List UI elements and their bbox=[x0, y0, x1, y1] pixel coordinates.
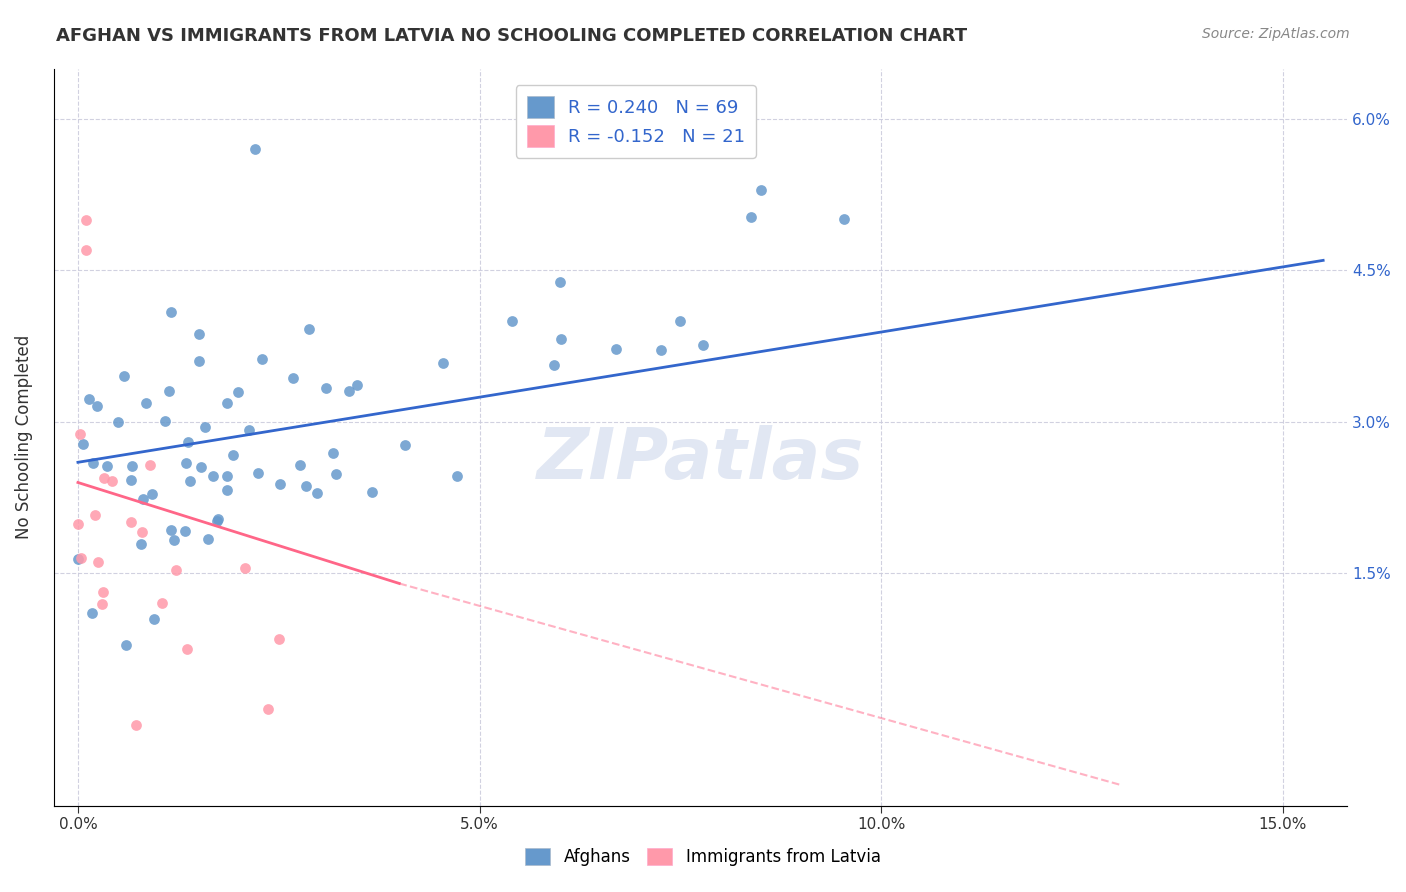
Point bbox=[692, 337, 714, 351]
Point bbox=[215, 483, 238, 497]
Point bbox=[501, 314, 523, 328]
Point bbox=[131, 525, 153, 540]
Point bbox=[115, 638, 138, 652]
Point bbox=[207, 512, 229, 526]
Point bbox=[235, 561, 257, 575]
Point bbox=[315, 381, 337, 395]
Point bbox=[112, 369, 135, 384]
Point bbox=[243, 142, 266, 156]
Point bbox=[217, 396, 239, 410]
Point bbox=[187, 327, 209, 342]
Point bbox=[325, 467, 347, 482]
Point bbox=[749, 183, 772, 197]
Point bbox=[288, 458, 311, 472]
Point bbox=[120, 516, 142, 530]
Point bbox=[101, 474, 124, 488]
Y-axis label: No Schooling Completed: No Schooling Completed bbox=[15, 334, 32, 539]
Point bbox=[205, 514, 228, 528]
Point bbox=[548, 275, 571, 289]
Point bbox=[87, 555, 110, 569]
Point bbox=[80, 607, 103, 621]
Point bbox=[70, 550, 93, 565]
Point bbox=[194, 420, 217, 434]
Point bbox=[650, 343, 672, 358]
Legend: R = 0.240   N = 69, R = -0.152   N = 21: R = 0.240 N = 69, R = -0.152 N = 21 bbox=[516, 85, 756, 158]
Point bbox=[83, 508, 105, 523]
Point bbox=[174, 456, 197, 470]
Point bbox=[91, 584, 114, 599]
Point bbox=[337, 384, 360, 398]
Point bbox=[834, 211, 856, 226]
Point bbox=[155, 414, 177, 428]
Point bbox=[163, 533, 186, 547]
Point bbox=[86, 399, 108, 413]
Text: Source: ZipAtlas.com: Source: ZipAtlas.com bbox=[1202, 27, 1350, 41]
Point bbox=[281, 371, 304, 385]
Point bbox=[177, 434, 200, 449]
Point bbox=[82, 456, 104, 470]
Point bbox=[394, 438, 416, 452]
Point bbox=[69, 427, 91, 442]
Point bbox=[432, 356, 454, 370]
Point bbox=[77, 392, 100, 407]
Point bbox=[142, 612, 165, 626]
Point bbox=[174, 524, 197, 538]
Point bbox=[67, 517, 90, 532]
Point bbox=[252, 351, 274, 366]
Text: ZIPatlas: ZIPatlas bbox=[537, 425, 865, 493]
Point bbox=[197, 532, 219, 546]
Point bbox=[669, 314, 692, 328]
Point bbox=[295, 478, 318, 492]
Legend: Afghans, Immigrants from Latvia: Afghans, Immigrants from Latvia bbox=[517, 840, 889, 875]
Point bbox=[298, 322, 321, 336]
Point bbox=[190, 459, 212, 474]
Point bbox=[346, 377, 368, 392]
Point bbox=[550, 332, 572, 346]
Point bbox=[267, 632, 290, 646]
Point bbox=[322, 446, 344, 460]
Point bbox=[91, 597, 114, 611]
Point bbox=[159, 384, 181, 398]
Point bbox=[179, 474, 201, 488]
Point bbox=[75, 213, 97, 227]
Point bbox=[361, 485, 384, 500]
Point bbox=[202, 469, 225, 483]
Point bbox=[222, 448, 245, 462]
Point bbox=[139, 458, 162, 473]
Point bbox=[269, 477, 291, 491]
Point bbox=[141, 486, 163, 500]
Point bbox=[132, 492, 155, 507]
Point bbox=[72, 436, 94, 450]
Point bbox=[107, 415, 129, 429]
Point bbox=[93, 471, 115, 485]
Point bbox=[67, 551, 90, 566]
Point bbox=[75, 244, 97, 258]
Point bbox=[150, 596, 173, 610]
Point bbox=[160, 524, 183, 538]
Point bbox=[215, 468, 238, 483]
Point bbox=[605, 343, 627, 357]
Point bbox=[124, 718, 146, 732]
Point bbox=[256, 702, 278, 716]
Point bbox=[165, 563, 187, 577]
Point bbox=[446, 468, 468, 483]
Point bbox=[120, 473, 142, 487]
Point bbox=[176, 641, 198, 656]
Point bbox=[247, 466, 270, 480]
Point bbox=[740, 211, 762, 225]
Point bbox=[543, 358, 565, 372]
Point bbox=[188, 354, 211, 368]
Point bbox=[226, 384, 249, 399]
Point bbox=[160, 304, 183, 318]
Point bbox=[135, 396, 157, 410]
Point bbox=[96, 458, 118, 473]
Point bbox=[238, 423, 260, 437]
Point bbox=[121, 459, 143, 474]
Point bbox=[307, 485, 329, 500]
Text: AFGHAN VS IMMIGRANTS FROM LATVIA NO SCHOOLING COMPLETED CORRELATION CHART: AFGHAN VS IMMIGRANTS FROM LATVIA NO SCHO… bbox=[56, 27, 967, 45]
Point bbox=[129, 537, 152, 551]
